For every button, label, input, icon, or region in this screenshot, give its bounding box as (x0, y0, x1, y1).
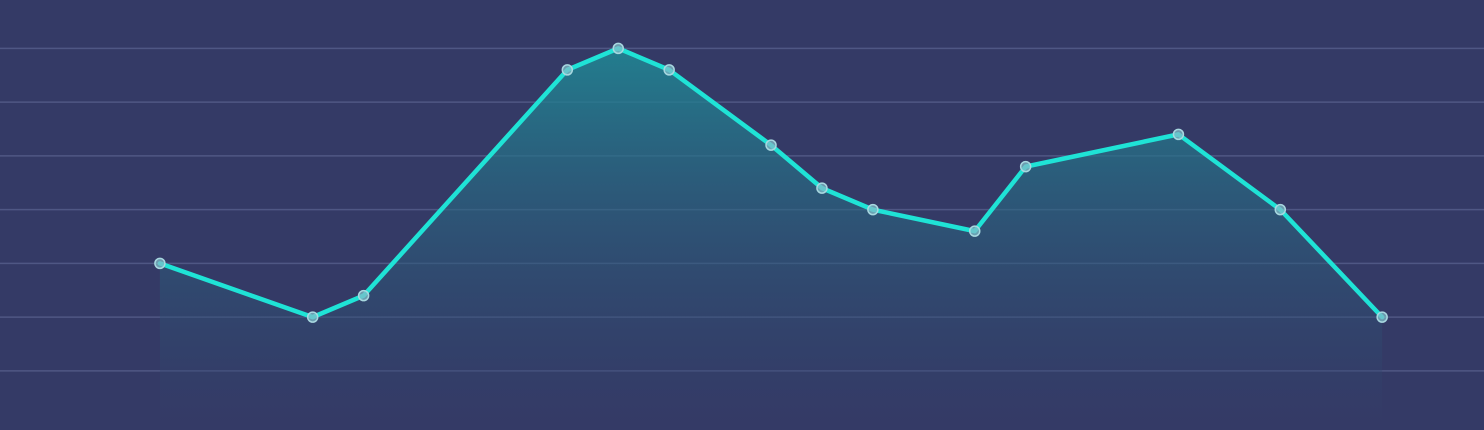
data-point-11[interactable] (1021, 162, 1031, 172)
data-point-3[interactable] (359, 291, 369, 301)
data-point-6[interactable] (664, 65, 674, 75)
data-point-7[interactable] (766, 140, 776, 150)
data-point-4[interactable] (562, 65, 572, 75)
data-point-1[interactable] (155, 258, 165, 268)
data-point-13[interactable] (1275, 205, 1285, 215)
data-point-8[interactable] (817, 183, 827, 193)
data-point-2[interactable] (308, 312, 318, 322)
data-point-5[interactable] (613, 43, 623, 53)
area-fill-group (160, 48, 1382, 430)
data-point-12[interactable] (1173, 129, 1183, 139)
data-point-9[interactable] (868, 205, 878, 215)
series-area-fill (160, 48, 1382, 430)
data-point-10[interactable] (970, 226, 980, 236)
data-point-14[interactable] (1377, 312, 1387, 322)
